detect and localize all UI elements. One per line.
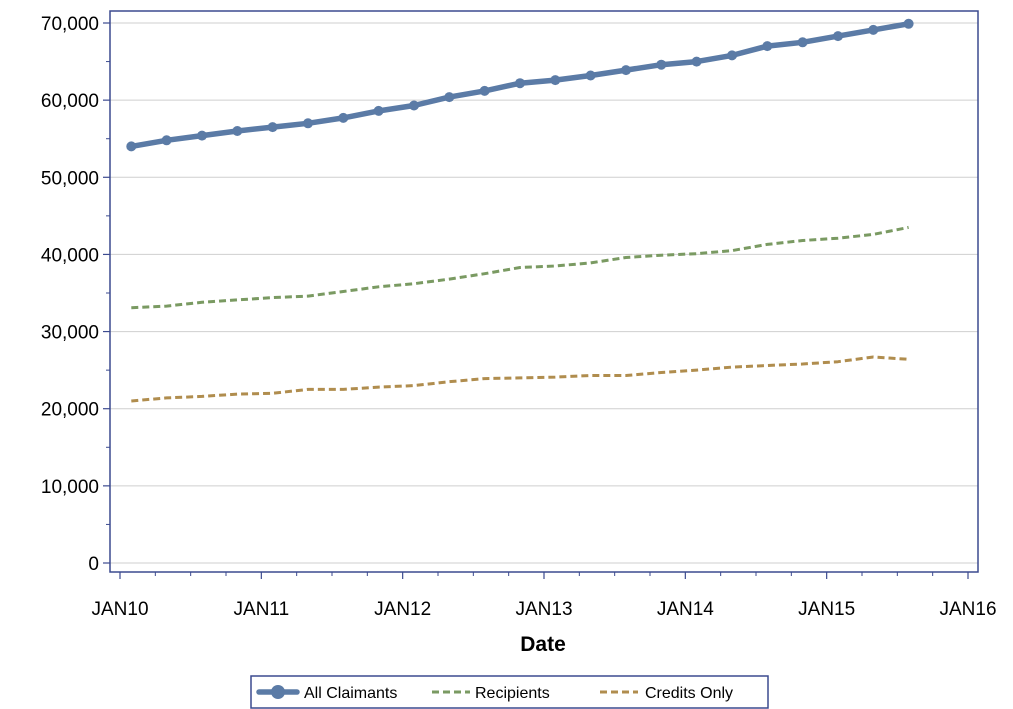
data-point [762,41,773,52]
data-point [444,92,455,103]
data-point [338,112,349,123]
y-tick-label: 40,000 [41,245,99,266]
x-tick-label: JAN10 [91,599,148,620]
x-tick-label: JAN16 [939,599,996,620]
series-all-claimants [126,18,914,152]
data-point [797,37,808,48]
y-tick-label: 0 [88,554,99,575]
legend-box [250,675,769,709]
data-point [267,122,278,133]
data-point [656,59,667,70]
data-point [373,105,384,116]
series-line [131,225,909,310]
legend: All Claimants Recipients Credits Only [250,675,769,709]
series-recipients [131,225,909,310]
data-point [621,65,631,76]
y-tick-label: 20,000 [41,400,99,421]
data-point [903,18,914,29]
x-tick-label: JAN15 [798,599,855,620]
data-point [691,56,702,67]
series-line [131,355,909,403]
x-tick-label: JAN14 [657,599,714,620]
data-point [197,130,207,141]
x-axis-title: Date [520,633,566,656]
y-tick-label: 70,000 [41,14,99,35]
data-point [232,126,243,136]
y-tick-label: 60,000 [41,91,99,112]
legend-item: Credits Only [600,685,733,702]
legend-item: All Claimants [256,685,397,702]
y-tick-label: 10,000 [41,477,99,498]
y-tick-label: 50,000 [41,168,99,189]
data-point [833,31,843,42]
series-credits-only [131,355,909,403]
data-point [585,70,596,81]
data-point [868,24,879,35]
data-point [303,118,313,129]
data-point [479,85,490,96]
legend-label: Credits Only [645,685,733,702]
data-point [409,100,419,111]
x-axis: JAN10 JAN11 JAN12 JAN13 JAN14 JAN15 JAN16 [91,572,997,620]
data-point [515,78,525,89]
x-tick-label: JAN11 [234,599,290,620]
legend-marker [271,685,285,699]
plot-frame [109,10,979,573]
data-point [161,135,172,146]
legend-item: Recipients [432,685,550,702]
legend-label: Recipients [475,685,550,702]
x-tick-label: JAN13 [515,599,572,620]
series-layer [126,18,914,403]
legend-label: All Claimants [304,685,397,702]
data-point [550,75,561,86]
gridlines [110,22,978,564]
x-tick-label: JAN12 [374,599,431,620]
y-axis: 0 10,000 20,000 30,000 40,000 50,000 60,000 70,… [41,14,110,575]
data-point [126,141,137,152]
data-point [727,50,737,61]
y-tick-label: 30,000 [41,323,99,344]
